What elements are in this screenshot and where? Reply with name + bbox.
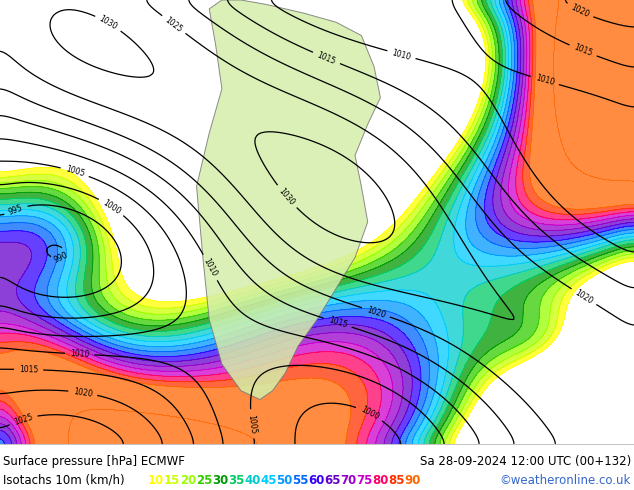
Text: 30: 30 bbox=[307, 284, 316, 291]
Text: 1020: 1020 bbox=[365, 305, 387, 319]
Text: 50: 50 bbox=[276, 474, 292, 487]
Text: 10: 10 bbox=[423, 180, 431, 189]
Text: 1020: 1020 bbox=[569, 3, 590, 20]
Text: 1025: 1025 bbox=[13, 412, 34, 427]
Text: 90: 90 bbox=[404, 474, 420, 487]
Text: 1000: 1000 bbox=[359, 405, 380, 422]
Text: 80: 80 bbox=[517, 147, 523, 156]
Text: 40: 40 bbox=[356, 284, 365, 290]
Text: 75: 75 bbox=[356, 474, 372, 487]
Text: 65: 65 bbox=[324, 474, 340, 487]
Text: 1000: 1000 bbox=[101, 198, 122, 216]
Text: 1005: 1005 bbox=[246, 414, 257, 434]
Text: 1015: 1015 bbox=[573, 43, 593, 58]
Text: 1015: 1015 bbox=[327, 316, 348, 330]
Text: ©weatheronline.co.uk: ©weatheronline.co.uk bbox=[500, 474, 631, 487]
Text: 20: 20 bbox=[249, 291, 258, 298]
Text: 80: 80 bbox=[372, 474, 389, 487]
Text: 30: 30 bbox=[212, 474, 228, 487]
Text: 45: 45 bbox=[260, 474, 276, 487]
Text: 70: 70 bbox=[56, 331, 65, 340]
Text: 10: 10 bbox=[148, 474, 164, 487]
Text: 40: 40 bbox=[550, 259, 559, 266]
Text: 85: 85 bbox=[388, 474, 404, 487]
Text: 1030: 1030 bbox=[277, 186, 297, 207]
Text: Surface pressure [hPa] ECMWF: Surface pressure [hPa] ECMWF bbox=[3, 455, 185, 468]
Text: 15: 15 bbox=[164, 474, 181, 487]
Text: 1030: 1030 bbox=[98, 14, 119, 32]
Text: 20: 20 bbox=[461, 399, 469, 409]
Text: 55: 55 bbox=[292, 474, 309, 487]
Text: Sa 28-09-2024 12:00 UTC (00+132): Sa 28-09-2024 12:00 UTC (00+132) bbox=[420, 455, 631, 468]
Text: 1010: 1010 bbox=[391, 48, 412, 62]
Text: 1015: 1015 bbox=[19, 365, 39, 374]
Text: 70: 70 bbox=[504, 156, 511, 165]
Text: 90: 90 bbox=[23, 419, 32, 429]
Text: 1020: 1020 bbox=[573, 288, 595, 306]
Text: 1010: 1010 bbox=[534, 74, 555, 88]
Text: 990: 990 bbox=[52, 250, 69, 265]
Text: 70: 70 bbox=[340, 474, 356, 487]
Text: Isotachs 10m (km/h): Isotachs 10m (km/h) bbox=[3, 474, 125, 487]
Text: 70: 70 bbox=[10, 430, 18, 440]
Text: 60: 60 bbox=[494, 154, 501, 163]
Text: 90: 90 bbox=[528, 136, 534, 145]
Text: 1025: 1025 bbox=[164, 15, 184, 34]
Text: 35: 35 bbox=[228, 474, 244, 487]
Text: 60: 60 bbox=[308, 474, 325, 487]
Text: 80: 80 bbox=[68, 348, 78, 356]
Text: 40: 40 bbox=[244, 474, 261, 487]
Text: 1020: 1020 bbox=[73, 387, 93, 398]
Text: 30: 30 bbox=[439, 421, 447, 431]
Text: 90: 90 bbox=[266, 379, 275, 386]
Text: 1015: 1015 bbox=[316, 50, 337, 66]
Text: 1005: 1005 bbox=[64, 165, 86, 179]
Text: 10: 10 bbox=[519, 357, 529, 366]
Text: 80: 80 bbox=[11, 417, 20, 426]
Text: 50: 50 bbox=[247, 322, 256, 330]
Text: 995: 995 bbox=[8, 203, 24, 217]
Polygon shape bbox=[197, 0, 380, 399]
Text: 1010: 1010 bbox=[202, 257, 219, 278]
Text: 1010: 1010 bbox=[70, 349, 89, 359]
Text: 60: 60 bbox=[245, 336, 254, 343]
Text: 20: 20 bbox=[180, 474, 197, 487]
Text: 25: 25 bbox=[196, 474, 212, 487]
Text: 50: 50 bbox=[481, 161, 488, 170]
